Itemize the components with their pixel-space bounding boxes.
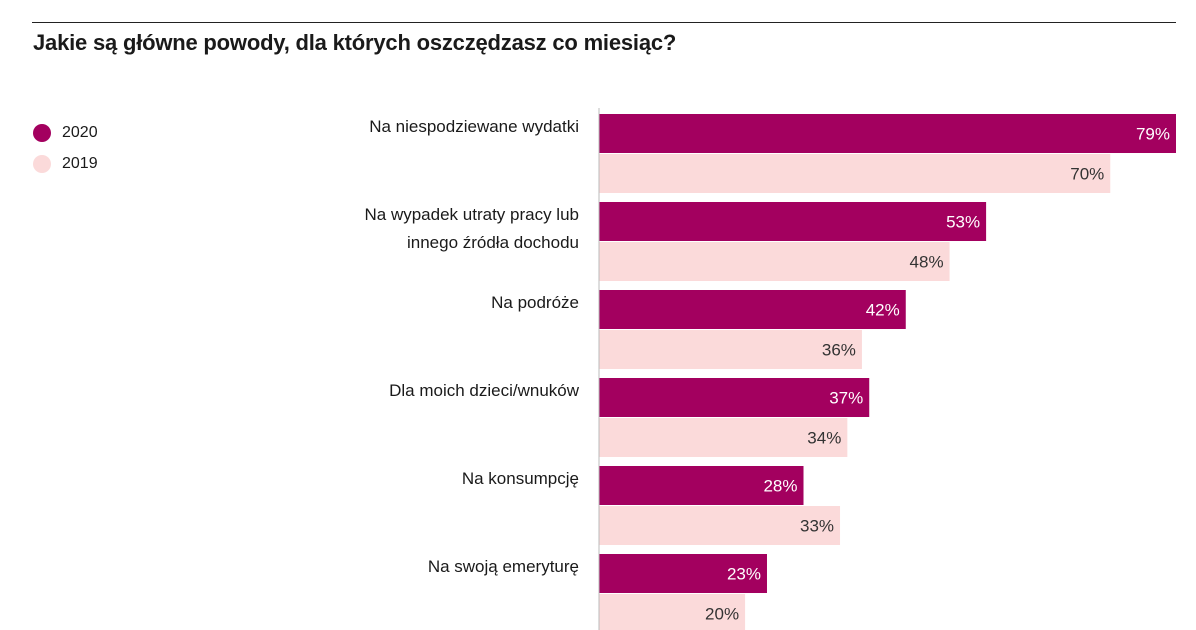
category-label-1-line-0: Na wypadek utraty pracy lub bbox=[365, 205, 580, 224]
data-label-2019-5: 20% bbox=[705, 605, 739, 624]
legend: 2020 2019 bbox=[33, 117, 98, 179]
data-label-2019-0: 70% bbox=[1070, 165, 1104, 184]
data-label-2020-5: 23% bbox=[727, 565, 761, 584]
chart-title: Jakie są główne powody, dla których oszc… bbox=[33, 30, 677, 55]
bar-2019-2 bbox=[599, 330, 862, 369]
category-label-2: Na podróże bbox=[491, 293, 579, 312]
legend-label-2020: 2020 bbox=[62, 123, 98, 141]
bar-2019-0 bbox=[599, 154, 1111, 193]
bar-2019-4 bbox=[599, 506, 841, 545]
category-label-1-line-1: innego źródła dochodu bbox=[407, 233, 579, 252]
legend-label-2019: 2019 bbox=[62, 154, 98, 172]
data-label-2019-3: 34% bbox=[807, 429, 841, 448]
data-label-2019-1: 48% bbox=[910, 253, 944, 272]
legend-swatch-2019 bbox=[33, 154, 51, 173]
data-label-2020-4: 28% bbox=[763, 477, 797, 496]
bar-2020-3 bbox=[599, 378, 870, 417]
category-label-3: Dla moich dzieci/wnuków bbox=[389, 381, 580, 400]
category-label-5: Na swoją emeryturę bbox=[428, 557, 579, 576]
legend-item-2020: 2020 bbox=[33, 117, 98, 148]
bar-2020-1 bbox=[599, 202, 987, 241]
bar-2019-3 bbox=[599, 418, 848, 457]
bar-2020-2 bbox=[599, 290, 906, 329]
data-label-2019-2: 36% bbox=[822, 341, 856, 360]
bar-2020-5 bbox=[599, 554, 767, 593]
bar-2019-5 bbox=[599, 594, 746, 630]
legend-item-2019: 2019 bbox=[33, 148, 98, 179]
category-label-4: Na konsumpcję bbox=[462, 469, 579, 488]
data-label-2020-2: 42% bbox=[866, 301, 900, 320]
top-rule bbox=[32, 22, 1176, 23]
data-label-2019-4: 33% bbox=[800, 517, 834, 536]
category-label-0: Na niespodziewane wydatki bbox=[369, 117, 579, 136]
data-label-2020-3: 37% bbox=[829, 389, 863, 408]
data-label-2020-0: 79% bbox=[1136, 125, 1170, 144]
bar-2020-4 bbox=[599, 466, 804, 505]
bar-2020-0 bbox=[599, 114, 1176, 153]
data-label-2020-1: 53% bbox=[946, 213, 980, 232]
legend-swatch-2020 bbox=[33, 123, 51, 142]
bar-2019-1 bbox=[599, 242, 950, 281]
